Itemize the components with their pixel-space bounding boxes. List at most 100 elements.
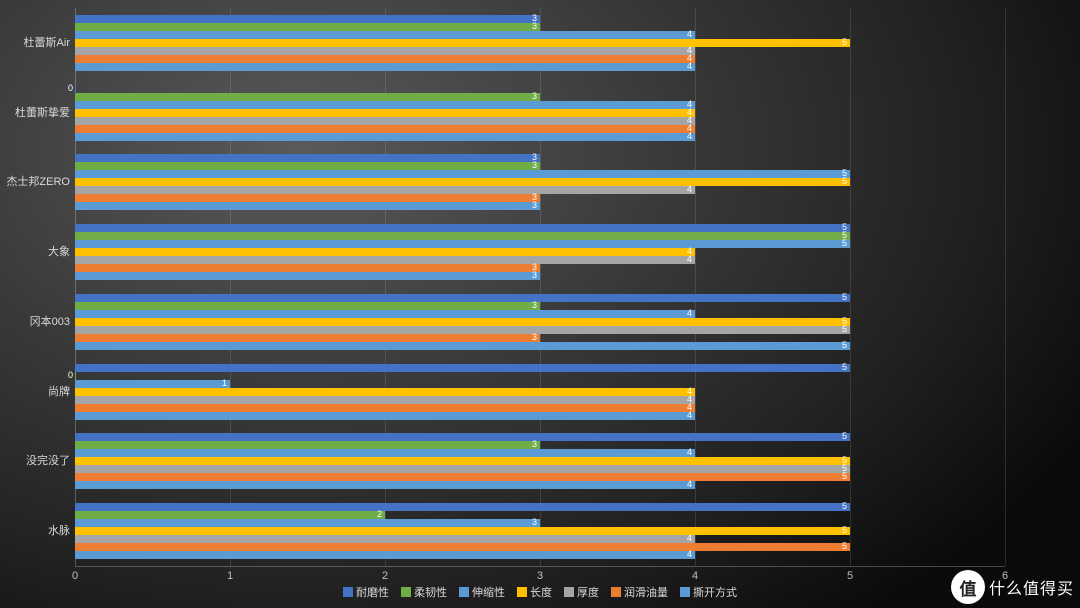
bar-value-label: 0 xyxy=(68,370,73,380)
category-label: 尚牌 xyxy=(0,386,70,398)
bar: 4 xyxy=(75,47,695,55)
legend-item: 撕开方式 xyxy=(680,584,737,600)
bar-value-label: 3 xyxy=(532,270,537,280)
bar-value-label: 5 xyxy=(842,541,847,551)
legend-label: 厚度 xyxy=(577,587,599,599)
bar: 4 xyxy=(75,109,695,117)
bar-value-label: 5 xyxy=(842,362,847,372)
bar: 5 xyxy=(75,503,850,511)
bar-value-label: 5 xyxy=(842,176,847,186)
bar: 5 xyxy=(75,39,850,47)
bar: 4 xyxy=(75,412,695,420)
bar-value-label: 4 xyxy=(687,131,692,141)
bar: 5 xyxy=(75,240,850,248)
category-label: 没完没了 xyxy=(0,455,70,467)
bar-value-label: 4 xyxy=(687,549,692,559)
bar: 5 xyxy=(75,543,850,551)
bar-value-label: 4 xyxy=(687,479,692,489)
bar: 5 xyxy=(75,178,850,186)
bar: 5 xyxy=(75,433,850,441)
bar: 4 xyxy=(75,63,695,71)
bar-value-label: 1 xyxy=(222,378,227,388)
legend-item: 润滑油量 xyxy=(611,584,668,600)
legend-swatch-icon xyxy=(517,587,527,597)
legend-item: 耐磨性 xyxy=(343,584,389,600)
bar: 3 xyxy=(75,334,540,342)
category-label: 杜蕾斯Air xyxy=(0,37,70,49)
bar: 3 xyxy=(75,93,540,101)
bar: 3 xyxy=(75,441,540,449)
legend-swatch-icon xyxy=(564,587,574,597)
bar-value-label: 3 xyxy=(532,160,537,170)
x-tick-label: 5 xyxy=(830,570,870,582)
legend-swatch-icon xyxy=(680,587,690,597)
bar-value-label: 5 xyxy=(842,238,847,248)
gridline xyxy=(1005,8,1006,566)
bar-value-label: 3 xyxy=(532,332,537,342)
bar-value-label: 5 xyxy=(842,340,847,350)
x-tick-label: 1 xyxy=(210,570,250,582)
bar: 5 xyxy=(75,342,850,350)
bar-group: 5235454 xyxy=(75,496,1005,566)
legend-item: 长度 xyxy=(517,584,552,600)
bar-value-label: 3 xyxy=(532,439,537,449)
bar-value-label: 4 xyxy=(687,184,692,194)
bar: 3 xyxy=(75,272,540,280)
bar: 4 xyxy=(75,449,695,457)
bar: 3 xyxy=(75,264,540,272)
bar-value-label: 4 xyxy=(687,308,692,318)
legend-label: 润滑油量 xyxy=(624,587,668,599)
bar: 3 xyxy=(75,162,540,170)
bar-value-label: 4 xyxy=(687,29,692,39)
legend-swatch-icon xyxy=(459,587,469,597)
bar: 4 xyxy=(75,186,695,194)
bar: 4 xyxy=(75,551,695,559)
bar-value-label: 4 xyxy=(687,447,692,457)
bar: 1 xyxy=(75,380,230,388)
bar: 3 xyxy=(75,194,540,202)
chart-stage: 3345444杜蕾斯Air0344444杜蕾斯挚爱3355433杰士邦ZERO5… xyxy=(0,0,1080,608)
bar: 5 xyxy=(75,294,850,302)
bar: 4 xyxy=(75,396,695,404)
bar-value-label: 4 xyxy=(687,254,692,264)
bar: 4 xyxy=(75,55,695,63)
watermark: 值 什么值得买 xyxy=(951,570,1074,604)
bar-value-label: 5 xyxy=(842,324,847,334)
legend: 耐磨性柔韧性伸缩性长度厚度润滑油量撕开方式 xyxy=(75,584,1005,600)
bar-value-label: 3 xyxy=(532,21,537,31)
bar-value-label: 5 xyxy=(842,431,847,441)
horizontal-bar-chart: 3345444杜蕾斯Air0344444杜蕾斯挚爱3355433杰士邦ZERO5… xyxy=(75,8,1005,566)
legend-label: 伸缩性 xyxy=(472,587,505,599)
category-label: 杜蕾斯挚爱 xyxy=(0,107,70,119)
bar: 4 xyxy=(75,481,695,489)
bar: 5 xyxy=(75,364,850,372)
x-tick-label: 3 xyxy=(520,570,560,582)
bar: 4 xyxy=(75,125,695,133)
bar-group: 3355433 xyxy=(75,148,1005,218)
bar: 3 xyxy=(75,302,540,310)
bar: 3 xyxy=(75,23,540,31)
bar: 0 xyxy=(75,372,76,380)
x-tick-label: 4 xyxy=(675,570,715,582)
bar: 5 xyxy=(75,318,850,326)
bar-value-label: 5 xyxy=(842,37,847,47)
legend-item: 厚度 xyxy=(564,584,599,600)
bar: 4 xyxy=(75,388,695,396)
legend-swatch-icon xyxy=(343,587,353,597)
x-axis-line xyxy=(75,566,1005,567)
category-label: 杰士邦ZERO xyxy=(0,176,70,188)
bar-value-label: 3 xyxy=(532,517,537,527)
category-label: 冈本003 xyxy=(0,316,70,328)
bar-value-label: 4 xyxy=(687,533,692,543)
bar: 5 xyxy=(75,170,850,178)
bar: 5 xyxy=(75,232,850,240)
bar: 3 xyxy=(75,202,540,210)
bar-group: 0344444 xyxy=(75,78,1005,148)
bar: 3 xyxy=(75,519,540,527)
bar: 4 xyxy=(75,101,695,109)
bar: 4 xyxy=(75,310,695,318)
bar-value-label: 4 xyxy=(687,61,692,71)
bar: 5 xyxy=(75,527,850,535)
bar: 4 xyxy=(75,31,695,39)
bar-value-label: 4 xyxy=(687,410,692,420)
